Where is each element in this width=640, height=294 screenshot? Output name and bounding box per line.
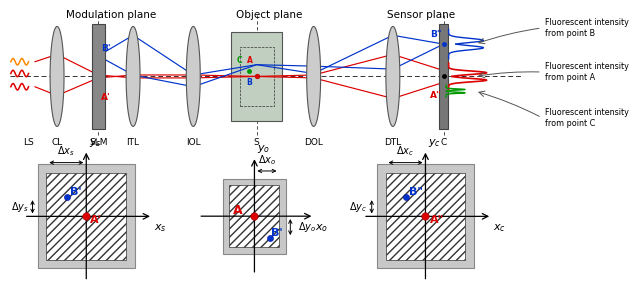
Text: DTL: DTL	[384, 138, 401, 147]
Text: $y_c$: $y_c$	[428, 137, 441, 149]
Text: A': A'	[90, 215, 102, 225]
Text: B': B'	[271, 228, 283, 238]
Bar	[92, 24, 104, 129]
Bar	[230, 185, 280, 247]
Text: Fluorescent intensity
from point C: Fluorescent intensity from point C	[545, 108, 629, 128]
Polygon shape	[50, 26, 64, 126]
Text: A": A"	[429, 215, 444, 225]
Text: $x_o$: $x_o$	[316, 222, 328, 234]
Text: $x_s$: $x_s$	[154, 223, 166, 234]
Text: B': B'	[70, 186, 81, 196]
Text: $\Delta x_c$: $\Delta x_c$	[397, 144, 415, 158]
Text: A: A	[246, 56, 252, 65]
Text: $\Delta y_o$: $\Delta y_o$	[298, 220, 316, 234]
Text: B': B'	[100, 44, 110, 54]
Text: DOL: DOL	[304, 138, 323, 147]
Text: ITL: ITL	[127, 138, 140, 147]
Text: $y_s$: $y_s$	[89, 137, 102, 149]
Polygon shape	[186, 26, 200, 126]
Text: B": B"	[409, 186, 423, 196]
Polygon shape	[126, 26, 140, 126]
Bar	[239, 47, 274, 106]
Text: S: S	[254, 138, 259, 147]
Text: C: C	[236, 56, 242, 65]
Text: $\Delta y_c$: $\Delta y_c$	[349, 200, 367, 214]
Text: $\Delta x_o$: $\Delta x_o$	[258, 153, 276, 167]
Text: Modulation plane: Modulation plane	[66, 10, 156, 20]
Text: LS: LS	[23, 138, 34, 147]
Bar	[223, 179, 285, 254]
Text: A": A"	[430, 91, 442, 101]
Polygon shape	[307, 26, 321, 126]
Bar	[385, 173, 465, 260]
Bar	[46, 173, 126, 260]
Bar	[377, 164, 474, 268]
Text: B": B"	[430, 30, 442, 39]
Bar	[231, 32, 282, 121]
Text: $y_o$: $y_o$	[257, 143, 270, 155]
Text: SLM: SLM	[89, 138, 108, 147]
Text: A': A'	[100, 93, 111, 102]
Text: Sensor plane: Sensor plane	[387, 10, 456, 20]
Text: B: B	[246, 78, 252, 87]
Bar	[38, 164, 135, 268]
Bar	[440, 24, 447, 129]
Text: Object plane: Object plane	[236, 10, 303, 20]
Text: Fluorescent intensity
from point A: Fluorescent intensity from point A	[545, 62, 629, 82]
Text: $x_c$: $x_c$	[493, 223, 506, 234]
Text: A: A	[232, 204, 243, 217]
Text: Fluorescent intensity
from point B: Fluorescent intensity from point B	[545, 18, 629, 38]
Text: $\Delta x_s$: $\Delta x_s$	[58, 144, 76, 158]
Text: CL: CL	[51, 138, 63, 147]
Text: $\Delta y_s$: $\Delta y_s$	[10, 200, 28, 214]
Polygon shape	[386, 26, 400, 126]
Text: IOL: IOL	[186, 138, 200, 147]
Text: C: C	[440, 138, 447, 147]
